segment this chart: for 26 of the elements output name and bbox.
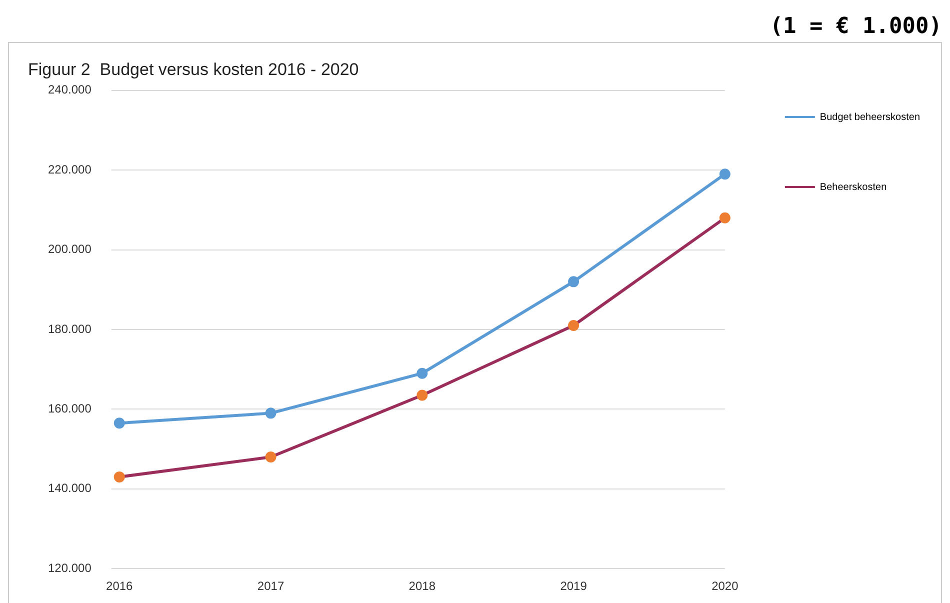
y-tick-label: 160.000 — [48, 402, 92, 416]
point — [416, 368, 428, 379]
chart-title: Figuur 2 Budget versus kosten 2016 - 2020 — [28, 60, 359, 79]
point — [719, 212, 730, 224]
legend-label: Beheerskosten — [820, 182, 887, 193]
y-tick-label: 140.000 — [48, 481, 92, 496]
x-tick-label: 2020 — [712, 579, 739, 594]
x-tick-label: 2019 — [560, 579, 588, 594]
legend-label: Budget beheerskosten — [820, 112, 920, 123]
y-tick-label: 220.000 — [48, 162, 92, 176]
y-tick-label: 240.000 — [48, 82, 92, 97]
point — [568, 320, 580, 332]
point — [265, 452, 276, 463]
text: (1 = € 1.000) — [770, 14, 942, 39]
x-tick-label: 2018 — [408, 579, 436, 594]
y-tick-label: 180.000 — [48, 322, 92, 336]
point — [568, 276, 580, 288]
point — [416, 390, 428, 401]
point — [114, 471, 125, 482]
point — [719, 168, 730, 180]
y-tick-label: 120.000 — [48, 560, 92, 575]
x-tick-label: 2017 — [257, 579, 284, 594]
point — [265, 408, 276, 419]
y-tick-label: 200.000 — [48, 242, 92, 256]
point — [114, 418, 125, 429]
x-tick-label: 2016 — [106, 579, 134, 594]
